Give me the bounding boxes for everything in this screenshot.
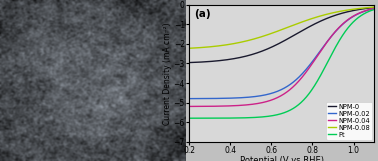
NPM-0 [276,43,280,45]
NPM-0.08 [187,47,191,49]
NPM-0.02 [339,25,343,27]
X-axis label: Potential (V vs.RHE): Potential (V vs.RHE) [240,156,324,161]
Pt [276,114,280,115]
Legend: NPM-0, NPM-0.02, NPM-0.04, NPM-0.08, Pt: NPM-0, NPM-0.02, NPM-0.04, NPM-0.08, Pt [327,102,372,140]
Pt [297,103,302,105]
NPM-0 [372,7,376,9]
NPM-0 [367,7,372,9]
NPM-0 [339,13,343,14]
NPM-0.08 [287,26,291,28]
NPM-0.02 [367,9,372,11]
NPM-0.02 [297,76,302,78]
Line: NPM-0: NPM-0 [189,8,374,63]
Pt [372,9,376,10]
NPM-0.08 [275,30,279,32]
NPM-0.08 [276,30,280,32]
NPM-0 [297,31,302,33]
Pt [367,10,372,12]
Pt [275,114,279,116]
Text: (a): (a) [195,9,211,19]
NPM-0.04 [367,9,372,10]
NPM-0.02 [275,90,279,92]
NPM-0.02 [372,8,376,9]
NPM-0.04 [187,105,191,107]
Line: NPM-0.02: NPM-0.02 [189,9,374,99]
NPM-0.08 [297,22,302,24]
NPM-0 [275,44,279,46]
NPM-0 [187,62,191,64]
NPM-0.04 [276,96,280,98]
NPM-0.02 [287,84,291,86]
NPM-0.02 [187,98,191,100]
Line: NPM-0.08: NPM-0.08 [189,7,374,48]
NPM-0 [287,37,291,39]
NPM-0.08 [367,6,372,8]
Pt [187,117,191,119]
NPM-0.04 [339,25,343,27]
NPM-0.08 [372,6,376,8]
NPM-0.04 [372,7,376,9]
Pt [287,110,291,112]
NPM-0.04 [297,80,302,81]
NPM-0.04 [287,89,291,91]
Line: NPM-0.04: NPM-0.04 [189,8,374,106]
Y-axis label: Current Density (mA cm⁻²): Current Density (mA cm⁻²) [163,22,172,125]
NPM-0.08 [339,10,343,12]
NPM-0.02 [276,90,280,92]
Pt [339,37,343,39]
NPM-0.04 [275,97,279,99]
Line: Pt: Pt [189,9,374,118]
